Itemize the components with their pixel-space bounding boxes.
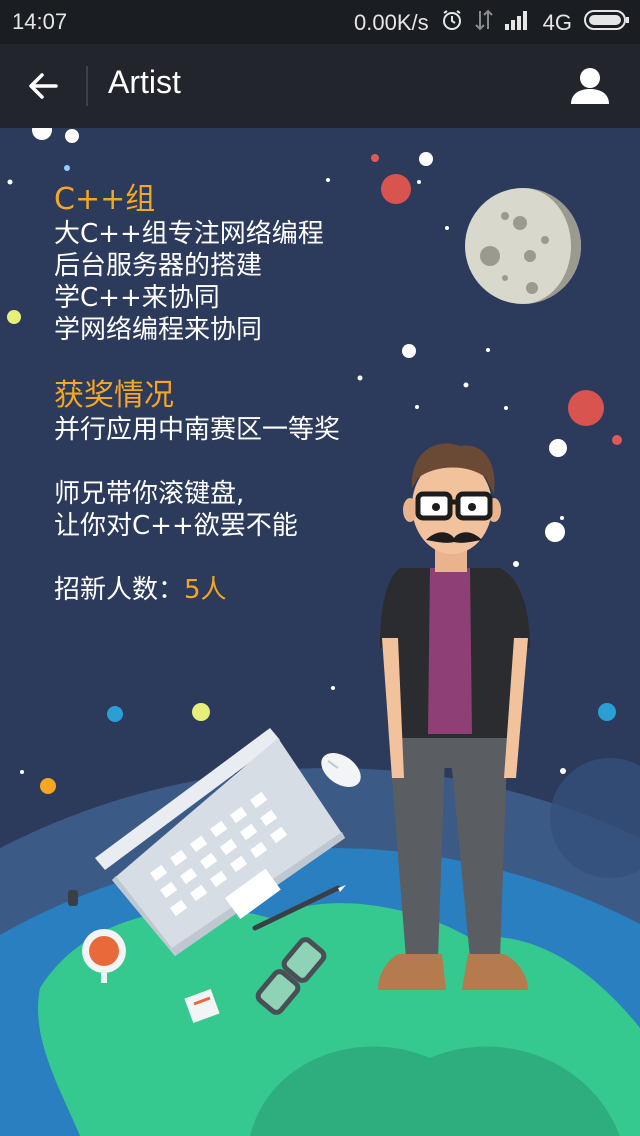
- glasses-illustration: [255, 937, 327, 1015]
- signal-icon: [504, 10, 531, 36]
- recruit-label: 招新人数：: [54, 575, 185, 605]
- status-icons: 0.00K/s 4G: [354, 9, 630, 37]
- user-icon: [571, 68, 609, 104]
- status-time: 14:07: [12, 9, 68, 34]
- recruit-row: 招新人数：5人: [54, 574, 340, 606]
- arrow-left-icon: [29, 73, 58, 99]
- intro-line: 学C++来协同: [54, 283, 220, 313]
- profile-button[interactable]: [568, 64, 612, 108]
- artist-content: C++组 大C++组专注网络编程 后台服务器的搭建 学C++来协同 学网络编程来…: [0, 128, 640, 1136]
- app-bar: Artist: [0, 44, 640, 128]
- group-description: C++组 大C++组专注网络编程 后台服务器的搭建 学C++来协同 学网络编程来…: [54, 182, 340, 606]
- back-button[interactable]: [22, 64, 66, 108]
- spacer: [54, 346, 340, 378]
- spacer: [54, 446, 340, 478]
- page-title: Artist: [108, 64, 181, 100]
- slogan-line: 师兄带你滚键盘,: [54, 479, 245, 509]
- stars: [7, 128, 622, 794]
- artist-character: [378, 443, 530, 990]
- pen-illustration: [252, 885, 346, 931]
- battery-icon: [584, 9, 630, 37]
- group-title: C++组: [54, 182, 156, 217]
- laptop-illustration: [95, 728, 345, 956]
- mouse-illustration: [321, 752, 361, 788]
- recruit-value: 5人: [184, 575, 227, 605]
- alarm-icon: [441, 9, 463, 37]
- intro-line: 后台服务器的搭建: [54, 251, 263, 281]
- app-bar-divider: [86, 66, 88, 106]
- intro-line: 学网络编程来协同: [54, 315, 263, 345]
- network-type: 4G: [542, 10, 572, 35]
- awards-title: 获奖情况: [54, 378, 174, 413]
- coffee-cup-illustration: [82, 929, 126, 983]
- intro-line: 大C++组专注网络编程: [54, 219, 324, 249]
- moon-illustration: [465, 188, 581, 304]
- slogan-line: 让你对C++欲罢不能: [54, 511, 298, 541]
- awards-line: 并行应用中南赛区一等奖: [54, 415, 341, 445]
- data-transfer-icon: [474, 9, 493, 37]
- notepad-illustration: [184, 988, 220, 1024]
- status-bar: 14:07 0.00K/s 4G: [0, 0, 640, 44]
- usb-illustration: [68, 890, 78, 906]
- network-speed: 0.00K/s: [354, 10, 429, 35]
- space-illustration: [0, 128, 640, 1136]
- spacer: [54, 542, 340, 574]
